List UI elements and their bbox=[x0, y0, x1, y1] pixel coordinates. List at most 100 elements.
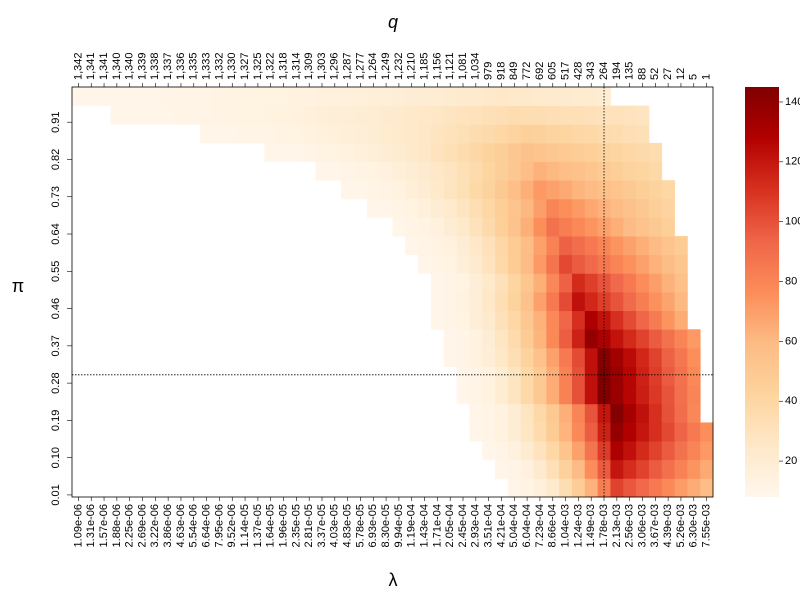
heatmap-cell bbox=[661, 422, 675, 442]
heatmap-cell bbox=[700, 459, 714, 479]
heatmap-cell bbox=[507, 441, 522, 461]
heatmap-cell bbox=[430, 217, 445, 237]
heatmap-cell bbox=[520, 403, 534, 423]
heatmap-cell bbox=[533, 366, 547, 386]
y-tick-label: 0.82 bbox=[50, 149, 62, 170]
heatmap-cell bbox=[559, 441, 573, 461]
heatmap-cell bbox=[520, 347, 534, 367]
heatmap-cell bbox=[559, 310, 573, 330]
heatmap-cell bbox=[405, 217, 419, 237]
heatmap-cell bbox=[495, 329, 509, 349]
heatmap-cell bbox=[328, 105, 342, 125]
heatmap-cell bbox=[366, 161, 381, 181]
heatmap-cell bbox=[546, 142, 560, 162]
heatmap-cell bbox=[610, 441, 624, 461]
heatmap-cell bbox=[533, 347, 547, 367]
heatmap-cell bbox=[430, 124, 445, 144]
heatmap-cell bbox=[623, 142, 637, 162]
heatmap-cell bbox=[469, 105, 483, 125]
x-tick-label: 4.83e-05 bbox=[342, 504, 354, 547]
heatmap-cell bbox=[559, 124, 573, 144]
x-tick-label: 3.22e-06 bbox=[149, 504, 161, 547]
heatmap-cell bbox=[636, 385, 650, 405]
heatmap-cell bbox=[495, 347, 509, 367]
heatmap-cell bbox=[495, 105, 509, 125]
heatmap-cell bbox=[648, 273, 663, 293]
y-tick-label: 0.37 bbox=[50, 335, 62, 356]
heatmap-cell bbox=[546, 124, 560, 144]
heatmap-cell bbox=[456, 198, 470, 218]
heatmap-cell bbox=[661, 347, 675, 367]
y-tick-label: 0.46 bbox=[50, 298, 62, 319]
heatmap-cell bbox=[636, 292, 650, 312]
heatmap-cell bbox=[430, 87, 445, 107]
heatmap-cell bbox=[482, 161, 496, 181]
x-tick-label: 2.81e-05 bbox=[303, 504, 315, 547]
heatmap-cell bbox=[392, 142, 406, 162]
heatmap-cell bbox=[507, 310, 522, 330]
x-tick-label: 3.51e-04 bbox=[483, 504, 495, 547]
top-tick-label: 1,318 bbox=[277, 52, 289, 80]
heatmap-cell bbox=[495, 217, 509, 237]
top-tick-label: 194 bbox=[611, 62, 623, 80]
heatmap-cell bbox=[610, 366, 624, 386]
x-tick-label: 5.04e-04 bbox=[508, 504, 520, 547]
heatmap-cell bbox=[648, 347, 663, 367]
heatmap-cell bbox=[418, 124, 432, 144]
x-tick-label: 2.45e-04 bbox=[457, 504, 469, 547]
heatmap-cell bbox=[584, 236, 599, 256]
heatmap-cell bbox=[405, 161, 419, 181]
heatmap-cell bbox=[661, 441, 675, 461]
heatmap-cell bbox=[533, 329, 547, 349]
heatmap-cell bbox=[597, 478, 611, 498]
heatmap-cell bbox=[418, 87, 432, 107]
heatmap-cell bbox=[507, 459, 522, 479]
heatmap-cell bbox=[469, 161, 483, 181]
heatmap-cell bbox=[482, 273, 496, 293]
heatmap-cell bbox=[661, 366, 675, 386]
x-tick-label: 1.14e-05 bbox=[239, 504, 251, 547]
heatmap-cell bbox=[482, 87, 496, 107]
x-tick-label: 4.63e-06 bbox=[175, 504, 187, 547]
colorbar-tick-label: 140 bbox=[785, 96, 800, 108]
heatmap-cell bbox=[430, 105, 445, 125]
heatmap-cell bbox=[584, 441, 599, 461]
heatmap-cell bbox=[674, 310, 688, 330]
heatmap-cell bbox=[610, 254, 624, 274]
heatmap-cell bbox=[623, 198, 637, 218]
heatmap-cell bbox=[379, 87, 393, 107]
heatmap-cell bbox=[571, 329, 586, 349]
x-tick-label: 1.96e-05 bbox=[277, 504, 289, 547]
heatmap-cell bbox=[469, 292, 483, 312]
heatmap-cell bbox=[623, 459, 637, 479]
y-tick-label: 0.55 bbox=[50, 261, 62, 282]
heatmap-cell bbox=[264, 124, 278, 144]
heatmap-cell bbox=[546, 161, 560, 181]
heatmap-cell bbox=[559, 161, 573, 181]
heatmap-cell bbox=[507, 329, 522, 349]
heatmap-cell bbox=[571, 441, 586, 461]
heatmap-cell bbox=[520, 329, 534, 349]
top-tick-label: 1,081 bbox=[457, 52, 469, 80]
x-tick-label: 4.21e-04 bbox=[495, 504, 507, 547]
top-tick-label: 1,185 bbox=[418, 52, 430, 80]
heatmap-cell bbox=[584, 142, 599, 162]
heatmap-cell bbox=[648, 180, 663, 200]
top-tick-label: 1,325 bbox=[252, 52, 264, 80]
heatmap-cell bbox=[584, 310, 599, 330]
heatmap-cell bbox=[559, 198, 573, 218]
x-tick-label: 2.56e-03 bbox=[624, 504, 636, 547]
heatmap-cell bbox=[610, 161, 624, 181]
heatmap-cell bbox=[469, 180, 483, 200]
x-axis-title: λ bbox=[389, 570, 398, 590]
heatmap-cell bbox=[482, 385, 496, 405]
heatmap-cell bbox=[584, 422, 599, 442]
heatmap-cell bbox=[354, 180, 368, 200]
top-tick-label: 1,332 bbox=[213, 52, 225, 80]
heatmap-cell bbox=[571, 347, 586, 367]
heatmap-cell bbox=[687, 422, 701, 442]
heatmap-cell bbox=[584, 347, 599, 367]
heatmap-cell bbox=[482, 198, 496, 218]
y-tick-label: 0.19 bbox=[50, 410, 62, 431]
